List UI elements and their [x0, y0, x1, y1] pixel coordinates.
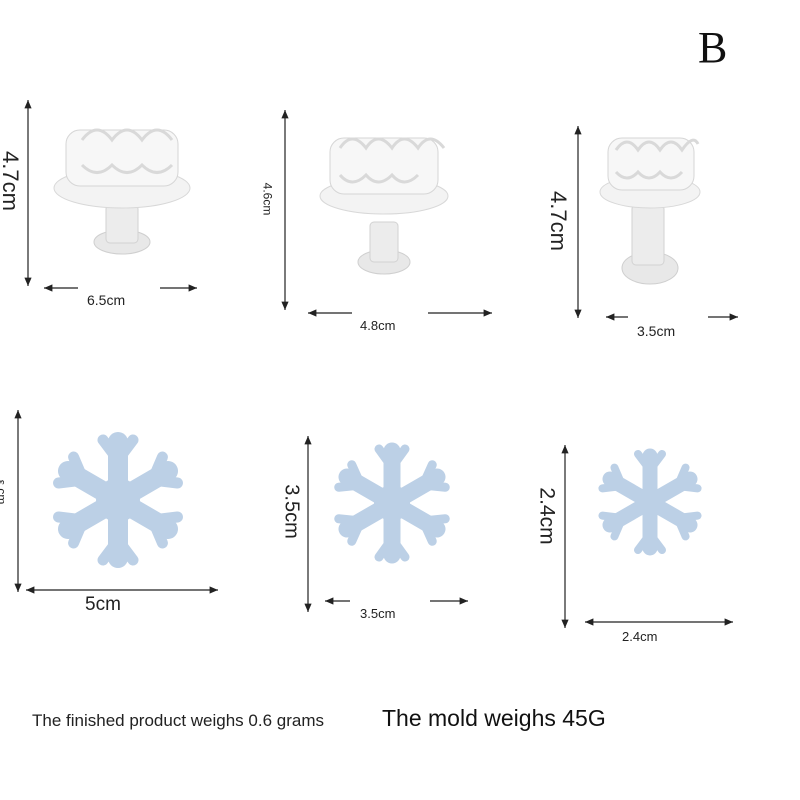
finished-product-weight: The finished product weighs 0.6 grams [32, 711, 324, 730]
snowflake-2-width-label: 3.5cm [360, 606, 396, 621]
stamper-2-height-label: 4.6cm [260, 182, 275, 216]
mold-weight: The mold weighs 45G [382, 705, 606, 731]
dimension-arrows [14, 100, 738, 628]
corner-letter: B [698, 23, 728, 72]
plunger-cutter-small [599, 137, 701, 285]
plunger-cutter-large [53, 128, 191, 255]
snowflake-2-height-label: 3.5cm [280, 484, 303, 539]
plunger-cutter-medium [319, 137, 449, 275]
snowflake-1-width-label: 5cm [85, 594, 121, 615]
snowflake-small [598, 448, 702, 556]
snowflake-3-height-label: 2.4cm [535, 487, 559, 545]
snowflake-medium [334, 442, 450, 564]
snowflake-1-height-label: ε cm [0, 480, 9, 505]
stamper-3-width-label: 3.5cm [637, 323, 676, 339]
snowflake-large [53, 432, 183, 568]
stamper-2-width-label: 4.8cm [360, 318, 396, 333]
snowflake-3-width-label: 2.4cm [622, 629, 658, 644]
stamper-3-height-label: 4.7cm [545, 191, 571, 251]
stamper-1-height-label: 4.7cm [0, 151, 23, 211]
stamper-1-width-label: 6.5cm [87, 292, 126, 308]
